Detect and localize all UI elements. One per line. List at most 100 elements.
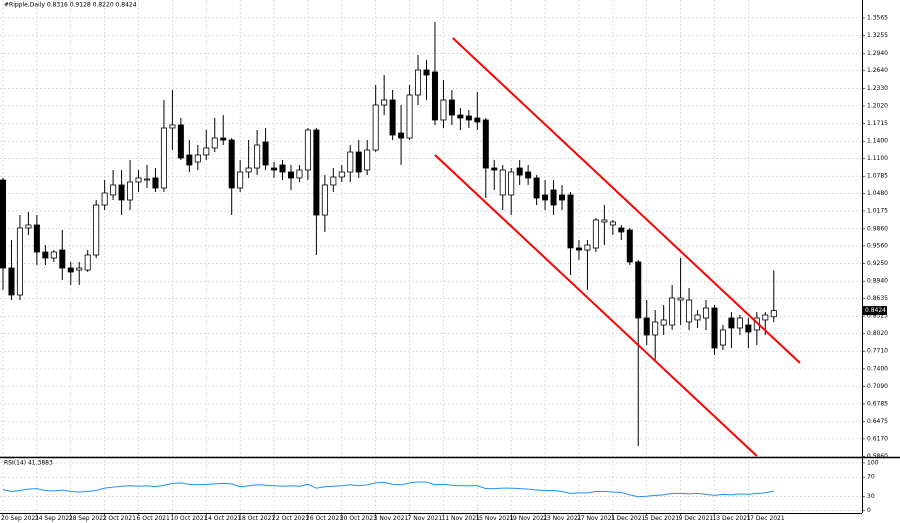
candle-body bbox=[584, 244, 591, 251]
candle-body bbox=[711, 307, 718, 349]
candle-body bbox=[686, 299, 693, 323]
candle-body bbox=[694, 314, 701, 321]
candle-body bbox=[245, 167, 252, 173]
candle-body bbox=[728, 317, 735, 329]
candle-body bbox=[338, 171, 345, 178]
y-tick-label: 1.0480 bbox=[867, 190, 888, 197]
candle-body bbox=[431, 71, 438, 121]
candle-body bbox=[101, 192, 108, 206]
y-tick-label: 0.9250 bbox=[867, 260, 888, 267]
y-tick-label: 30 bbox=[867, 493, 875, 500]
x-tick-label: 2 Oct 2021 bbox=[103, 515, 136, 522]
current-price-box bbox=[863, 306, 887, 316]
x-tick-label: 14 Oct 2021 bbox=[204, 515, 241, 522]
candle-body bbox=[135, 177, 142, 183]
candle-body bbox=[59, 249, 66, 269]
y-tick-label: 1.3255 bbox=[867, 32, 888, 39]
candle-body bbox=[118, 184, 125, 201]
candle-body bbox=[626, 229, 633, 263]
candle-body bbox=[228, 139, 235, 189]
y-tick-label: 1.0175 bbox=[867, 207, 888, 214]
candle-body bbox=[313, 129, 320, 216]
x-tick-label: 15 Nov 2021 bbox=[475, 515, 514, 522]
candle-body bbox=[499, 169, 506, 196]
candle-body bbox=[745, 324, 752, 333]
candle-body bbox=[652, 321, 659, 336]
candle-body bbox=[50, 251, 57, 259]
candle-body bbox=[76, 267, 83, 271]
candle-body bbox=[211, 137, 218, 149]
candle-body bbox=[389, 99, 396, 136]
candle-body bbox=[482, 119, 489, 169]
y-tick-label: 0.6785 bbox=[867, 400, 888, 407]
y-tick-label: 0.9560 bbox=[867, 242, 888, 249]
channel-line bbox=[434, 154, 758, 457]
y-tick-label: 0.7090 bbox=[867, 383, 888, 390]
candle-body bbox=[677, 297, 684, 301]
candle-body bbox=[271, 167, 278, 171]
y-tick-label: 0.5860 bbox=[867, 453, 888, 460]
y-tick-label: 1.2330 bbox=[867, 85, 888, 92]
y-tick-label: 1.2940 bbox=[867, 50, 888, 57]
candle-body bbox=[609, 221, 616, 226]
y-tick-label: 1.0785 bbox=[867, 173, 888, 180]
y-tick-label: 70 bbox=[867, 474, 875, 481]
candle-body bbox=[237, 171, 244, 189]
candle-body bbox=[42, 251, 49, 259]
y-tick-label: 0.8020 bbox=[867, 330, 888, 337]
candle-body bbox=[194, 154, 201, 163]
current-price-label: 0.8424 bbox=[865, 307, 886, 314]
candle-body bbox=[152, 177, 159, 189]
candle-body bbox=[25, 224, 32, 229]
candle-body bbox=[93, 204, 100, 256]
x-tick-label: 5 Dec 2021 bbox=[645, 515, 680, 522]
y-tick-label: 0.9860 bbox=[867, 225, 888, 232]
candle-body bbox=[160, 127, 167, 189]
x-tick-label: 9 Dec 2021 bbox=[679, 515, 714, 522]
candle-body bbox=[525, 171, 532, 179]
candle-body bbox=[542, 194, 549, 201]
candle-body bbox=[84, 254, 91, 271]
candle-body bbox=[143, 178, 150, 181]
candle-body bbox=[457, 114, 464, 119]
y-tick-label: 0.8635 bbox=[867, 295, 888, 302]
candle-body bbox=[567, 194, 574, 249]
x-tick-label: 30 Oct 2021 bbox=[340, 515, 377, 522]
candle-body bbox=[372, 104, 379, 151]
x-tick-label: 6 Oct 2021 bbox=[137, 515, 170, 522]
candle-body bbox=[296, 169, 303, 179]
x-tick-label: 23 Nov 2021 bbox=[543, 515, 582, 522]
y-tick-label: 1.1715 bbox=[867, 120, 888, 127]
y-tick-label: 0.7710 bbox=[867, 348, 888, 355]
x-tick-label: 1 Dec 2021 bbox=[611, 515, 646, 522]
candle-body bbox=[304, 129, 311, 171]
candle-body bbox=[669, 297, 676, 326]
candle-body bbox=[660, 319, 667, 326]
y-tick-label: 1.1400 bbox=[867, 138, 888, 145]
candle-body bbox=[618, 227, 625, 233]
rsi-line bbox=[2, 481, 774, 498]
candle-body bbox=[635, 261, 642, 319]
candle-body bbox=[559, 194, 566, 201]
candle-body bbox=[448, 99, 455, 116]
x-tick-label: 22 Oct 2021 bbox=[272, 515, 309, 522]
candle-body bbox=[33, 224, 40, 253]
candle-body bbox=[592, 219, 599, 249]
candle-body bbox=[440, 99, 447, 121]
candle-body bbox=[347, 151, 354, 173]
candle-body bbox=[127, 181, 134, 201]
candle-body bbox=[364, 149, 371, 171]
candle-body bbox=[321, 184, 328, 216]
candle-body bbox=[110, 184, 117, 196]
candle-body bbox=[220, 137, 227, 141]
x-tick-label: 11 Nov 2021 bbox=[441, 515, 480, 522]
x-tick-label: 17 Dec 2021 bbox=[746, 515, 785, 522]
candle-body bbox=[262, 141, 269, 166]
y-tick-label: 1.2020 bbox=[867, 102, 888, 109]
candle-body bbox=[601, 219, 608, 223]
candle-body bbox=[398, 132, 405, 139]
candle-body bbox=[381, 99, 388, 106]
candle-body bbox=[169, 124, 176, 129]
